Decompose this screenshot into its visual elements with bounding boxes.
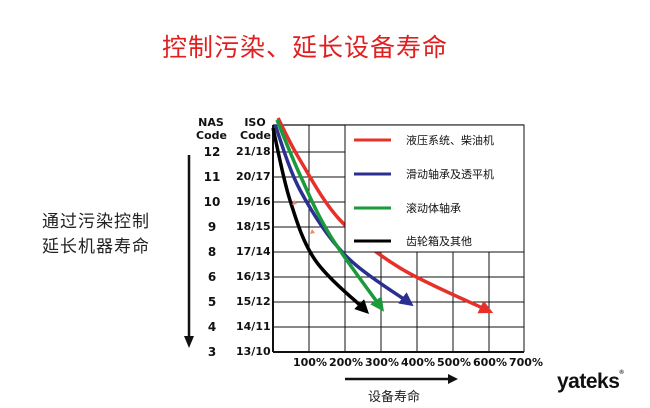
legend-label: 滑动轴承及透平机 [406, 168, 494, 181]
x-tick: 500% [437, 356, 471, 369]
y-tick-iso: 19/16 [236, 195, 271, 208]
y-tick-nas: 12 [203, 145, 221, 159]
legend-label: 滚动体轴承 [406, 202, 461, 215]
series-curve [271, 127, 370, 314]
y-tick-nas: 6 [207, 270, 217, 284]
legend-label: 液压系统、柴油机 [406, 134, 494, 147]
x-tick: 200% [329, 356, 363, 369]
logo: yateks® [557, 370, 624, 393]
x-tick: 300% [365, 356, 399, 369]
y-tick-iso: 17/14 [236, 245, 271, 258]
x-tick: 600% [473, 356, 507, 369]
y-tick-iso: 15/12 [236, 295, 271, 308]
side-text-line-2: 延长机器寿命 [42, 237, 150, 257]
x-tick: 700% [509, 356, 543, 369]
nas-code-header: NAS Code [196, 116, 227, 142]
y-tick-iso: 20/17 [236, 170, 271, 183]
y-tick-iso: 14/11 [236, 320, 271, 333]
page-title: 控制污染、延长设备寿命 [161, 33, 448, 62]
y-tick-nas: 5 [207, 295, 217, 309]
y-tick-iso: 13/10 [236, 345, 271, 358]
y-tick-nas: 9 [207, 220, 217, 234]
x-tick: 400% [401, 356, 435, 369]
side-text-line-1: 通过污染控制 [42, 212, 150, 232]
y-tick-iso: 21/18 [236, 145, 271, 158]
y-tick-nas: 4 [207, 320, 217, 334]
y-tick-nas: 3 [207, 345, 217, 359]
y-tick-nas: 11 [203, 170, 221, 184]
down-arrow [184, 155, 194, 348]
right-arrow [345, 374, 458, 384]
series-curve [276, 117, 494, 314]
x-tick: 100% [293, 356, 327, 369]
y-tick-iso: 18/15 [236, 220, 271, 233]
small-marks [292, 200, 315, 234]
legend [344, 124, 525, 253]
legend-label: 齿轮箱及其他 [406, 235, 472, 248]
x-axis-label: 设备寿命 [368, 390, 421, 405]
series-curve [273, 124, 414, 307]
y-tick-nas: 8 [207, 245, 217, 259]
legend-box [344, 124, 525, 253]
iso-code-header: ISO Code [240, 116, 271, 142]
series-curve [275, 119, 384, 312]
y-tick-nas: 10 [203, 195, 221, 209]
curves [271, 117, 494, 314]
y-tick-iso: 16/13 [236, 270, 271, 283]
